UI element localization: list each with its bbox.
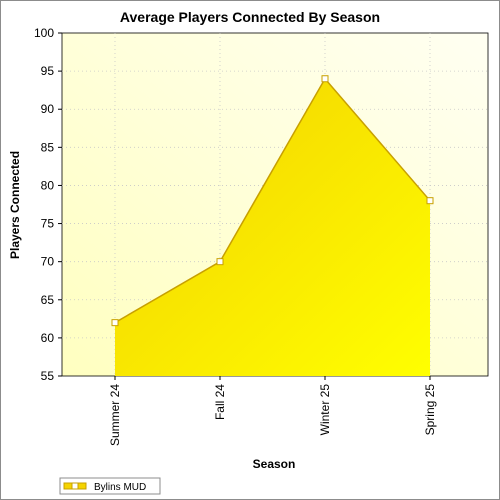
y-tick-label: 65	[41, 293, 55, 307]
legend-label: Bylins MUD	[94, 482, 146, 493]
x-tick-label: Winter 25	[318, 384, 332, 436]
y-tick-label: 90	[41, 102, 55, 116]
data-area	[111, 75, 434, 376]
x-axis-title: Season	[253, 457, 296, 471]
legend: Bylins MUD	[59, 477, 161, 495]
y-tick-label: 100	[34, 26, 54, 40]
y-tick-label: 60	[41, 331, 55, 345]
data-point	[426, 197, 434, 205]
x-tick-label: Summer 24	[108, 384, 122, 446]
chart-title: Average Players Connected By Season	[120, 9, 380, 25]
x-tick-label: Fall 24	[213, 384, 227, 420]
series-area	[115, 78, 430, 376]
x-axis-ticks: Summer 24 Fall 24 Winter 25 Spring 25	[108, 376, 437, 446]
x-tick-label: Spring 25	[423, 384, 437, 436]
legend-box	[59, 477, 161, 495]
series-line	[114, 77, 431, 324]
y-tick-label: 70	[41, 255, 55, 269]
data-point	[321, 75, 329, 83]
y-tick-label: 55	[41, 369, 55, 383]
y-tick-label: 75	[41, 217, 55, 231]
y-tick-label: 80	[41, 178, 55, 192]
data-point	[216, 258, 224, 266]
y-tick-label: 85	[41, 140, 55, 154]
y-axis-ticks: 55 60 65 70 75 80 85 90 95 100	[34, 26, 62, 383]
y-axis-title: Players Connected	[8, 151, 22, 259]
y-tick-label: 95	[41, 64, 55, 78]
legend-marker	[71, 482, 79, 490]
data-point	[111, 319, 119, 327]
